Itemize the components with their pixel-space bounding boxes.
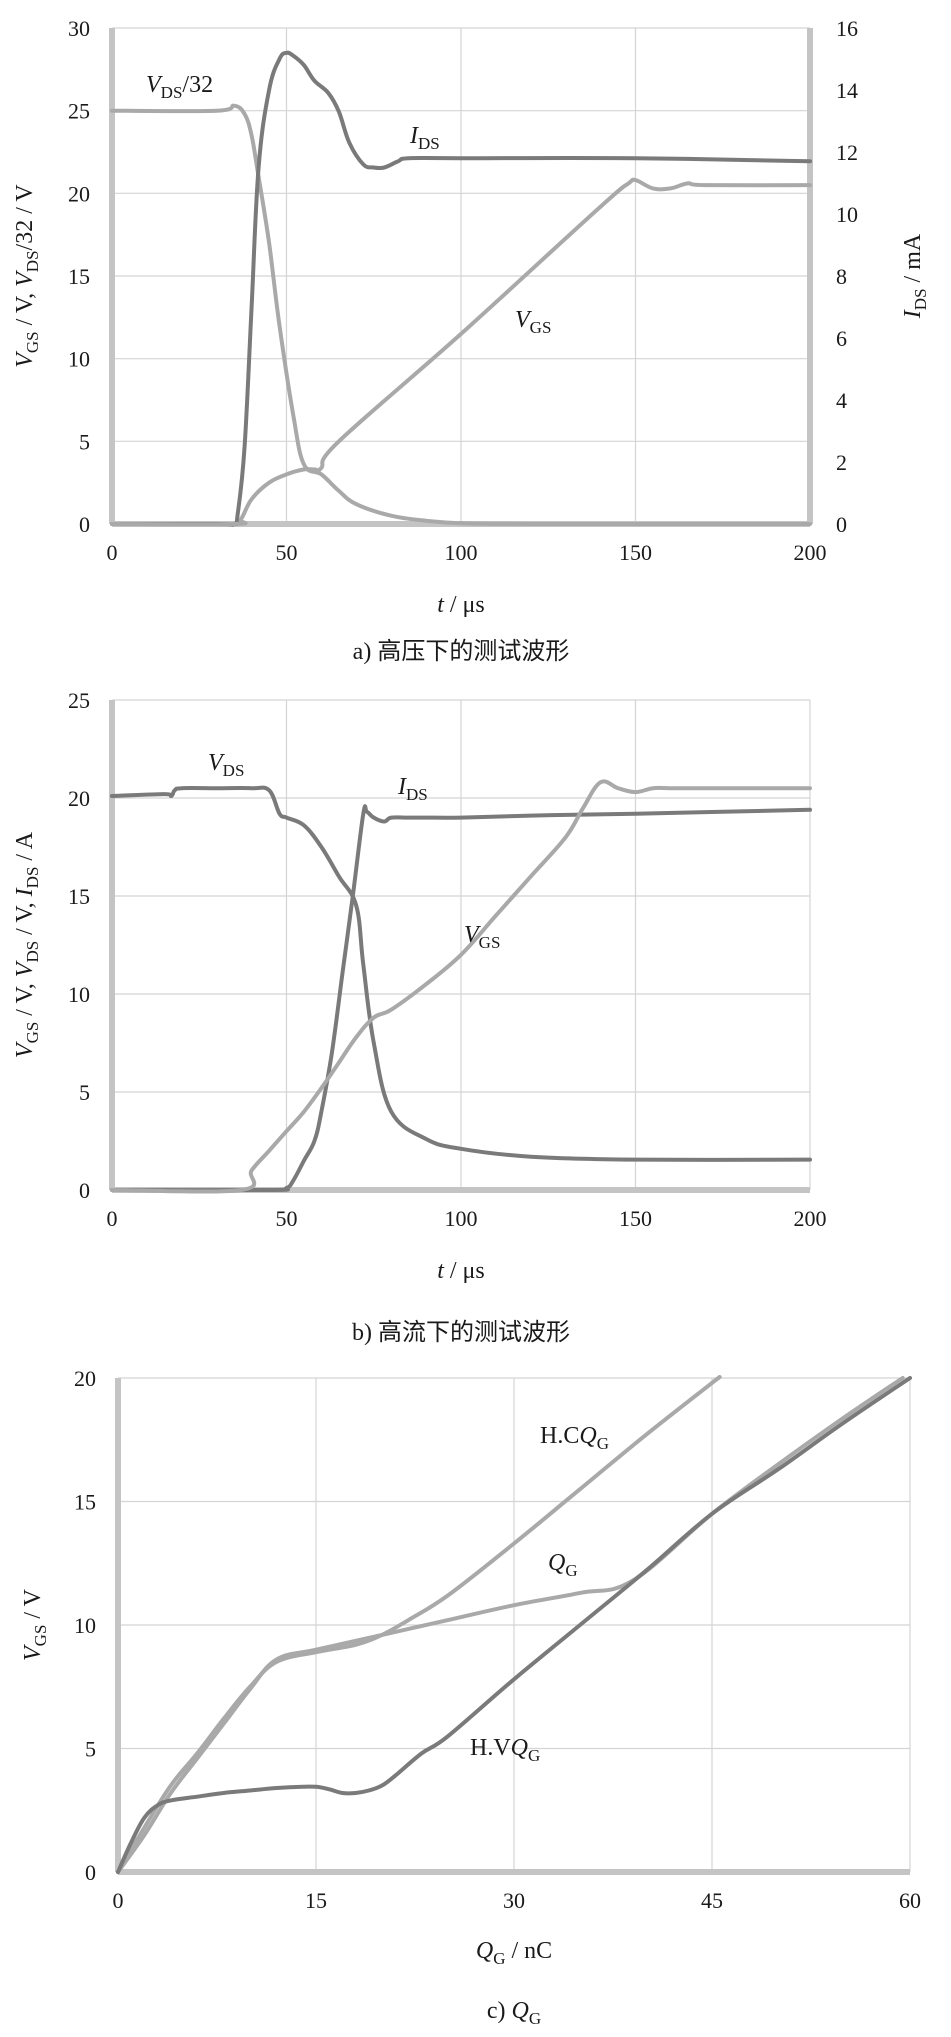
chart-a-y-tick-label: 5: [79, 429, 90, 454]
chart-c-series-h-c-q-g: [116, 1374, 722, 1874]
chart-b-vgs-label: VGS: [464, 922, 500, 952]
chart-c-qg-label: QG: [548, 1550, 578, 1580]
chart-c-y-tick-label: 15: [74, 1490, 96, 1515]
chart-a-series-v-gs: [110, 177, 812, 527]
chart-b-ids-label: IDS: [397, 774, 428, 804]
chart-a-y-tick-label: 20: [68, 181, 90, 206]
chart-c-grid: [118, 1377, 911, 1872]
chart-a: 0 50 100 150 200 0 5 10 15 20 25 30 0 2 4 6 8 10 12 14 16 VD…: [12, 16, 930, 665]
chart-b-y-tick-label: 15: [68, 884, 90, 909]
chart-b-y-tick-label: 10: [68, 982, 90, 1007]
chart-a-y2-tick-label: 12: [836, 140, 858, 165]
chart-c-x-tick-label: 0: [113, 1888, 124, 1913]
chart-b-y-tick-label: 5: [79, 1080, 90, 1105]
chart-a-x-tick-label: 100: [445, 540, 478, 565]
chart-b-y-tick-label: 0: [79, 1178, 90, 1203]
chart-c-y-tick-label: 20: [74, 1366, 96, 1391]
chart-b-grid: [112, 699, 811, 1190]
chart-c-hc-label: H.CQG: [540, 1423, 609, 1453]
chart-a-x-axis-title: t / μs: [437, 592, 485, 618]
chart-c-x-axis-title: QG / nC: [476, 1938, 552, 1968]
chart-b-series-v-gs: [110, 779, 812, 1194]
chart-b-x-tick-label: 200: [794, 1206, 827, 1231]
chart-b-x-tick-label: 100: [445, 1206, 478, 1231]
chart-b-x-tick-label: 50: [276, 1206, 298, 1231]
chart-a-y2-tick-label: 2: [836, 450, 847, 475]
chart-c: 0 15 30 45 60 0 5 10 15 20 H.CQG QG H.VQG QG / nC…: [20, 1366, 921, 2028]
chart-a-y2-tick-label: 10: [836, 202, 858, 227]
chart-a-y-axis-title: VGS / V, VDS/32 / V: [12, 184, 42, 368]
chart-a-ids-label: IDS: [409, 123, 440, 153]
chart-c-x-tick-label: 30: [503, 1888, 525, 1913]
chart-b-vds-label: VDS: [208, 750, 244, 780]
chart-c-series-h-v-q-g: [116, 1376, 912, 1874]
chart-c-x-tick-label: 45: [701, 1888, 723, 1913]
chart-c-caption: c) QG: [487, 1998, 541, 2028]
chart-a-vds-label: VDS/32: [146, 72, 213, 102]
chart-a-y2-tick-label: 0: [836, 512, 847, 537]
chart-a-y2-tick-label: 14: [836, 78, 858, 103]
chart-b-y-tick-label: 25: [68, 688, 90, 713]
chart-a-y2-tick-label: 4: [836, 388, 847, 413]
chart-a-y-tick-label: 0: [79, 512, 90, 537]
chart-a-y-tick-label: 30: [68, 16, 90, 41]
chart-b-y-axis-title: VGS / V, VDS / V, IDS / A: [12, 831, 42, 1058]
chart-c-y-tick-label: 5: [85, 1737, 96, 1762]
chart-c-series-q-g: [116, 1376, 905, 1874]
chart-c-y-axis-title: VGS / V: [20, 1588, 50, 1661]
chart-a-series-i-ds: [110, 50, 812, 527]
chart-c-x-tick-label: 15: [305, 1888, 327, 1913]
chart-b-y-tick-label: 20: [68, 786, 90, 811]
chart-c-x-tick-label: 60: [899, 1888, 921, 1913]
chart-a-x-tick-label: 50: [276, 540, 298, 565]
chart-c-y-tick-label: 0: [85, 1860, 96, 1885]
chart-b-x-tick-label: 150: [619, 1206, 652, 1231]
chart-a-x-tick-label: 200: [794, 540, 827, 565]
chart-a-grid: [112, 27, 811, 524]
chart-a-y2-tick-label: 6: [836, 326, 847, 351]
chart-a-series-v-ds-32: [110, 103, 812, 527]
chart-c-y-tick-label: 10: [74, 1613, 96, 1638]
chart-c-hv-label: H.VQG: [470, 1735, 540, 1765]
chart-b-caption: b) 高流下的测试波形: [352, 1319, 570, 1346]
chart-a-x-tick-label: 0: [107, 540, 118, 565]
chart-b-series-v-ds: [110, 785, 812, 1162]
chart-a-y-tick-label: 10: [68, 347, 90, 372]
chart-b: 0 50 100 150 200 0 5 10 15 20 25 VDS IDS VGS t / μ…: [12, 688, 827, 1346]
chart-a-y2-tick-label: 16: [836, 16, 858, 41]
chart-a-y-tick-label: 15: [68, 264, 90, 289]
chart-a-vgs-label: VGS: [515, 307, 551, 337]
chart-b-x-tick-label: 0: [107, 1206, 118, 1231]
chart-a-y-tick-label: 25: [68, 99, 90, 124]
chart-b-x-axis-title: t / μs: [437, 1258, 485, 1284]
chart-a-y2-tick-label: 8: [836, 264, 847, 289]
chart-a-x-tick-label: 150: [619, 540, 652, 565]
chart-a-y2-axis-title: IDS / mA: [900, 233, 930, 319]
chart-b-series-i-ds: [110, 804, 812, 1193]
chart-a-caption: a) 高压下的测试波形: [353, 638, 570, 665]
